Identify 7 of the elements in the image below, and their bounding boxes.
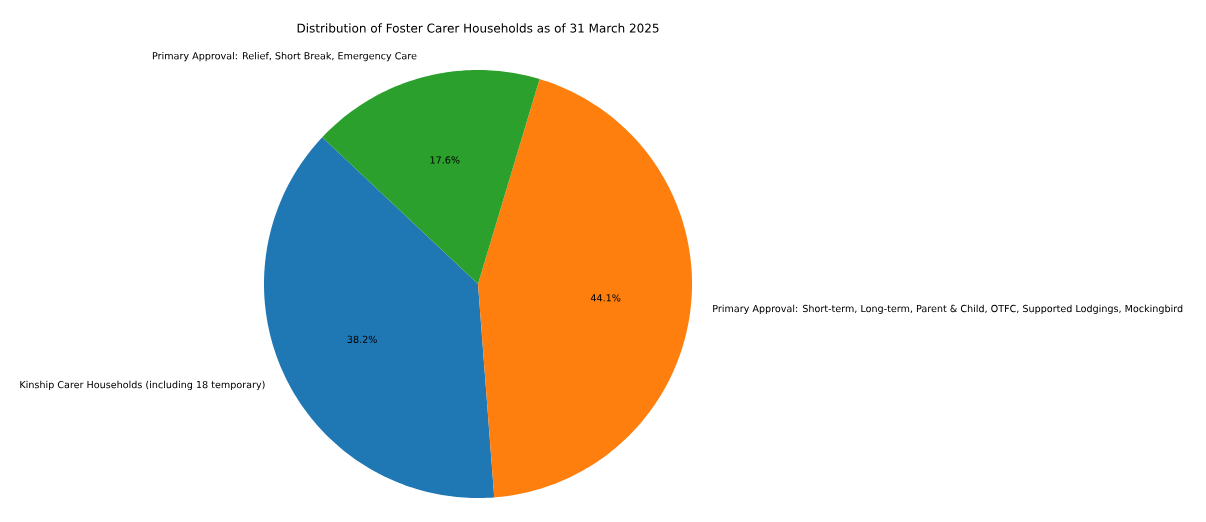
slice-label: Primary Approval: Relief, Short Break, Emergency Care <box>152 51 417 62</box>
data-label: 38.2% <box>347 335 377 343</box>
chart-title: Distribution of Foster Carer Households as of 31 March 2025 <box>297 23 659 33</box>
slice-label: Kinship Carer Households (including 18 temporary) <box>20 380 265 391</box>
data-label: 44.1% <box>590 294 621 302</box>
data-label: 17.6% <box>430 156 460 164</box>
slice-label: Primary Approval: Short-term, Long-term, Parent & Child, OTFC, Supported Lodgings, Mockingbird <box>713 304 1183 314</box>
